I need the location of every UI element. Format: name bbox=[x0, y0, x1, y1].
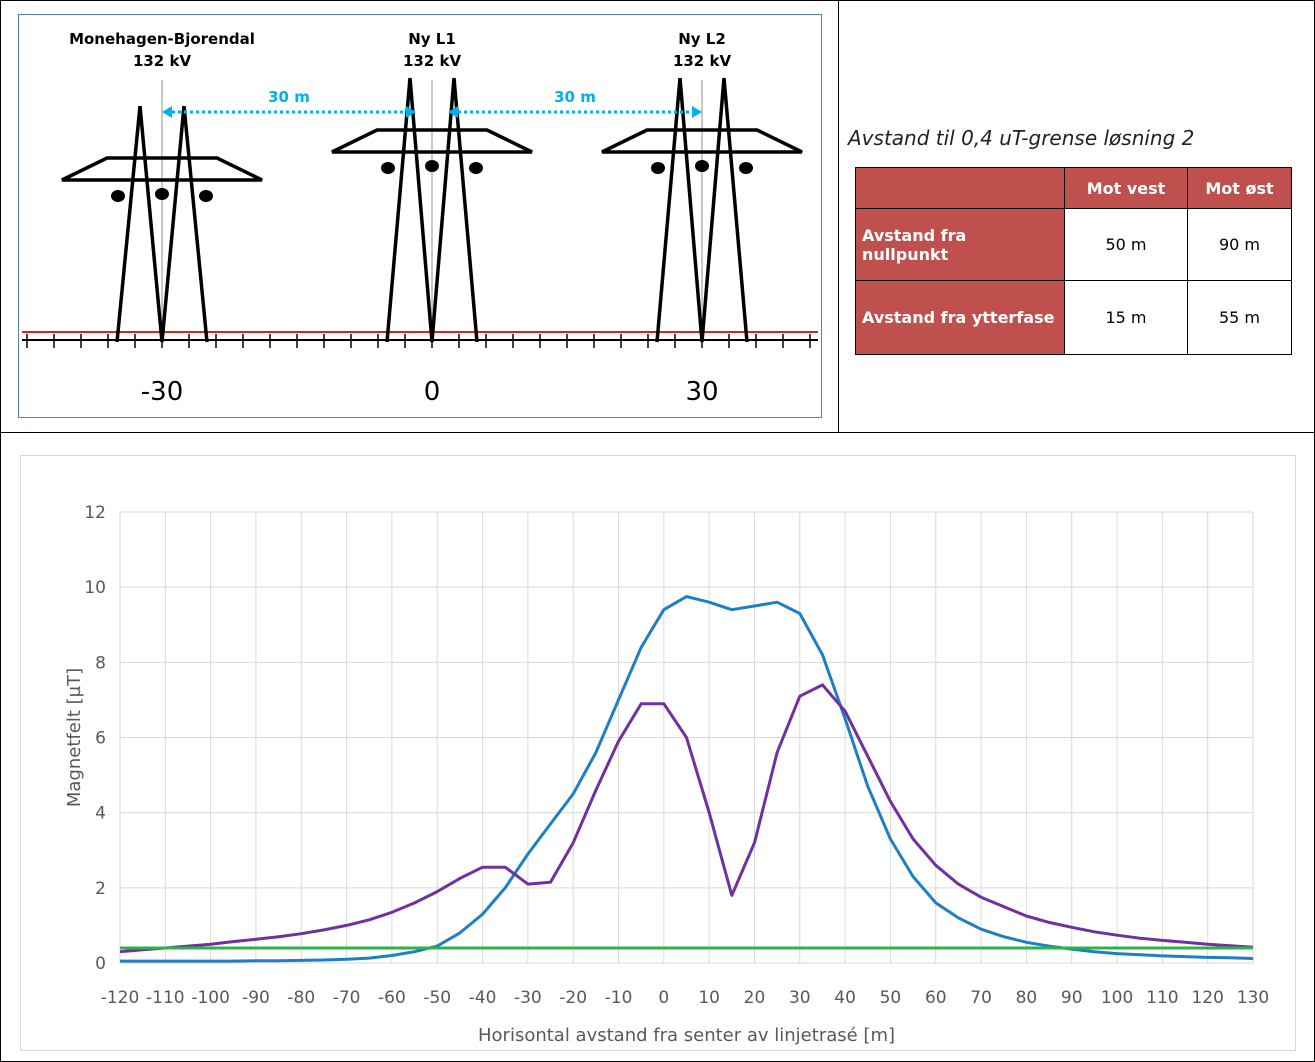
axis-label: -30 bbox=[141, 377, 183, 407]
conductor bbox=[651, 162, 665, 174]
divider-h bbox=[0, 432, 1315, 433]
line-voltage: 132 kV bbox=[133, 52, 192, 70]
x-tick-label: -110 bbox=[146, 988, 185, 1008]
axis-label: 0 bbox=[424, 377, 441, 407]
divider-v bbox=[838, 0, 839, 432]
x-tick-label: -10 bbox=[605, 988, 633, 1008]
y-tick-label: 8 bbox=[95, 653, 106, 673]
x-tick-label: 120 bbox=[1191, 988, 1223, 1008]
x-tick-label: 10 bbox=[698, 988, 720, 1008]
x-tick-label: 0 bbox=[658, 988, 669, 1008]
x-tick-label: 90 bbox=[1061, 988, 1083, 1008]
line-voltage: 132 kV bbox=[403, 52, 462, 70]
x-tick-label: -120 bbox=[101, 988, 140, 1008]
tower-legs bbox=[655, 77, 749, 343]
x-tick-label: -40 bbox=[469, 988, 497, 1008]
x-tick-label: -80 bbox=[287, 988, 315, 1008]
x-tick-label: -20 bbox=[559, 988, 587, 1008]
line-name: Ny L1 bbox=[408, 30, 456, 48]
header-cell: Mot øst bbox=[1187, 167, 1292, 209]
x-tick-label: 50 bbox=[880, 988, 902, 1008]
y-tick-label: 4 bbox=[95, 804, 106, 824]
x-axis-label: Horisontal avstand fra senter av linjetr… bbox=[478, 1025, 895, 1046]
crossarm bbox=[331, 128, 533, 154]
cell: 90 m bbox=[1187, 208, 1292, 281]
x-tick-label: 110 bbox=[1146, 988, 1178, 1008]
conductor bbox=[469, 162, 483, 174]
crossarm bbox=[601, 128, 803, 154]
y-tick-label: 12 bbox=[84, 503, 106, 523]
x-tick-label: 100 bbox=[1101, 988, 1133, 1008]
cell: 55 m bbox=[1187, 280, 1292, 355]
x-tick-label: -70 bbox=[333, 988, 361, 1008]
header-cell: Mot vest bbox=[1064, 167, 1188, 209]
conductor bbox=[695, 160, 709, 172]
conductor bbox=[739, 162, 753, 174]
cell: 15 m bbox=[1064, 280, 1188, 355]
x-tick-label: -100 bbox=[191, 988, 230, 1008]
conductor bbox=[381, 162, 395, 174]
y-tick-label: 0 bbox=[95, 954, 106, 974]
x-tick-label: -60 bbox=[378, 988, 406, 1008]
axis-label: 30 bbox=[685, 377, 718, 407]
table: Mot vest Mot øst Avstand fra nullpunkt 50 … bbox=[855, 167, 1292, 355]
spacing-label: 30 m bbox=[268, 88, 310, 106]
row-label: Avstand fra nullpunkt bbox=[855, 208, 1065, 281]
y-tick-label: 6 bbox=[95, 729, 106, 749]
y-tick-label: 2 bbox=[95, 879, 106, 899]
conductor bbox=[425, 160, 439, 172]
header-cell bbox=[855, 167, 1065, 209]
x-tick-label: 20 bbox=[744, 988, 766, 1008]
x-tick-label: 40 bbox=[834, 988, 856, 1008]
diagram: Monehagen-Bjorendal 132 kV -30 Ny L1 132 kV 0… bbox=[18, 14, 822, 418]
cell: 50 m bbox=[1064, 208, 1188, 281]
tower-legs bbox=[115, 105, 209, 343]
x-tick-label: 30 bbox=[789, 988, 811, 1008]
x-tick-label: 80 bbox=[1016, 988, 1038, 1008]
y-axis-label: Magnetfelt [µT] bbox=[64, 668, 85, 807]
line-name: Monehagen-Bjorendal bbox=[69, 30, 255, 48]
x-tick-label: -50 bbox=[423, 988, 451, 1008]
y-tick-label: 10 bbox=[84, 578, 106, 598]
conductor bbox=[111, 190, 125, 202]
crossarm bbox=[61, 156, 263, 182]
x-tick-label: 130 bbox=[1237, 988, 1269, 1008]
conductor bbox=[155, 188, 169, 200]
line-name: Ny L2 bbox=[678, 30, 726, 48]
series-line bbox=[119, 683, 1254, 954]
x-tick-label: 70 bbox=[970, 988, 992, 1008]
tower-legs bbox=[385, 77, 479, 343]
row-label: Avstand fra ytterfase bbox=[855, 280, 1065, 355]
line-voltage: 132 kV bbox=[673, 52, 732, 70]
table-title: Avstand til 0,4 uT-grense løsning 2 bbox=[848, 126, 1195, 150]
x-tick-label: 60 bbox=[925, 988, 947, 1008]
x-tick-label: -90 bbox=[242, 988, 270, 1008]
spacing-label: 30 m bbox=[554, 88, 596, 106]
conductor bbox=[199, 190, 213, 202]
x-tick-label: -30 bbox=[514, 988, 542, 1008]
